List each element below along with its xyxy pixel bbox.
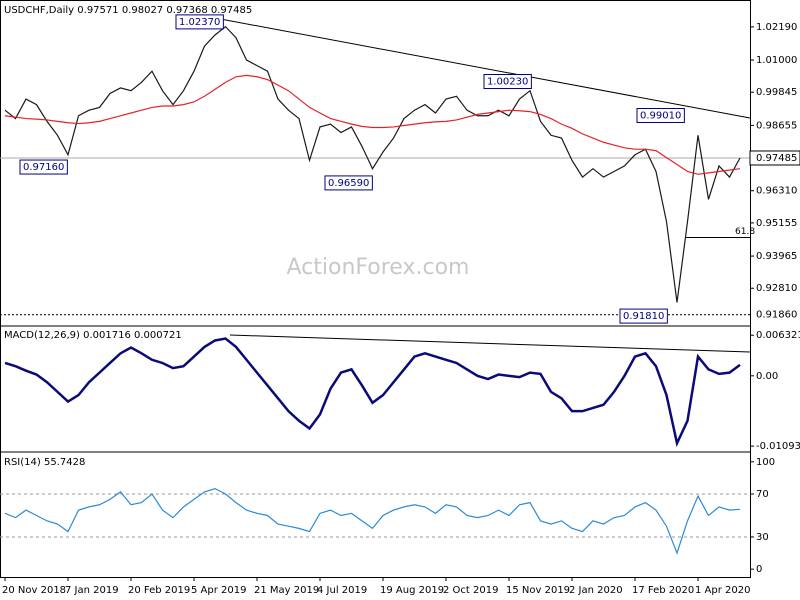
watermark: ActionForex.com <box>287 255 470 280</box>
x-tick-label: 17 Feb 2020 <box>632 585 694 596</box>
y-tick-label: 0.95155 <box>756 218 797 229</box>
annotation-label: 1.00230 <box>487 77 528 88</box>
y-tick-label: 30 <box>756 532 769 543</box>
last-price-box <box>749 150 800 166</box>
annotation-box <box>483 74 532 90</box>
series-line <box>4 74 741 175</box>
y-tick-label: 70 <box>756 489 769 500</box>
fib-label: 61.8 <box>735 227 755 237</box>
x-tick-label: 15 Nov 2019 <box>506 585 570 596</box>
annotation-box <box>619 308 668 324</box>
annotation-label: 0.91810 <box>623 311 664 322</box>
support-label: 0.91860 <box>756 310 797 321</box>
x-tick-label: 2 Oct 2019 <box>443 585 498 596</box>
annotation-label: 0.96590 <box>328 178 369 189</box>
y-tick-label: -0.010939 <box>756 441 800 452</box>
y-tick-label: 100 <box>756 457 775 468</box>
y-tick-label: 0.96310 <box>756 186 797 197</box>
series-line <box>4 487 741 555</box>
y-tick-label: 0 <box>756 564 762 575</box>
x-tick-label: 5 Apr 2019 <box>191 585 246 596</box>
annotation-box <box>636 108 685 124</box>
x-tick-label: 2 Jan 2020 <box>569 585 623 596</box>
x-tick-label: 19 Aug 2019 <box>380 585 444 596</box>
annotation-box <box>175 14 224 30</box>
panel-title: MACD(12,26,9) 0.001716 0.000721 <box>4 330 182 341</box>
annotation-box <box>19 159 68 175</box>
series-line <box>4 25 741 303</box>
x-tick-label: 1 Apr 2020 <box>695 585 750 596</box>
chart-title: USDCHF,Daily 0.97571 0.98027 0.97368 0.9… <box>4 5 252 16</box>
trend-line <box>229 334 751 353</box>
x-tick-label: 20 Nov 2018 <box>2 585 66 596</box>
series-line <box>4 337 741 448</box>
y-tick-label: 0.00 <box>756 371 778 382</box>
y-tick-label: 1.02190 <box>756 22 797 33</box>
x-tick-label: 20 Feb 2019 <box>128 585 190 596</box>
last-price-label: 0.97485 <box>756 153 797 164</box>
y-tick-label: 0.98655 <box>756 120 797 131</box>
y-tick-label: 0.93965 <box>756 251 797 262</box>
y-tick-label: 0.99845 <box>756 87 797 98</box>
annotation-label: 0.99010 <box>640 111 681 122</box>
y-tick-label: 0.92810 <box>756 283 797 294</box>
annotation-box <box>324 175 373 191</box>
y-tick-label: 1.01000 <box>756 55 797 66</box>
y-tick-label: 0.006321 <box>756 330 800 341</box>
x-tick-label: 7 Jan 2019 <box>65 585 119 596</box>
plot-frame <box>0 0 751 578</box>
x-tick-label: 4 Jul 2019 <box>317 585 367 596</box>
panel-title: RSI(14) 55.7428 <box>4 457 85 468</box>
x-tick-label: 21 May 2019 <box>254 585 319 596</box>
annotation-label: 1.02370 <box>179 17 220 28</box>
annotation-label: 0.97160 <box>23 162 64 173</box>
trend-line <box>214 17 751 119</box>
